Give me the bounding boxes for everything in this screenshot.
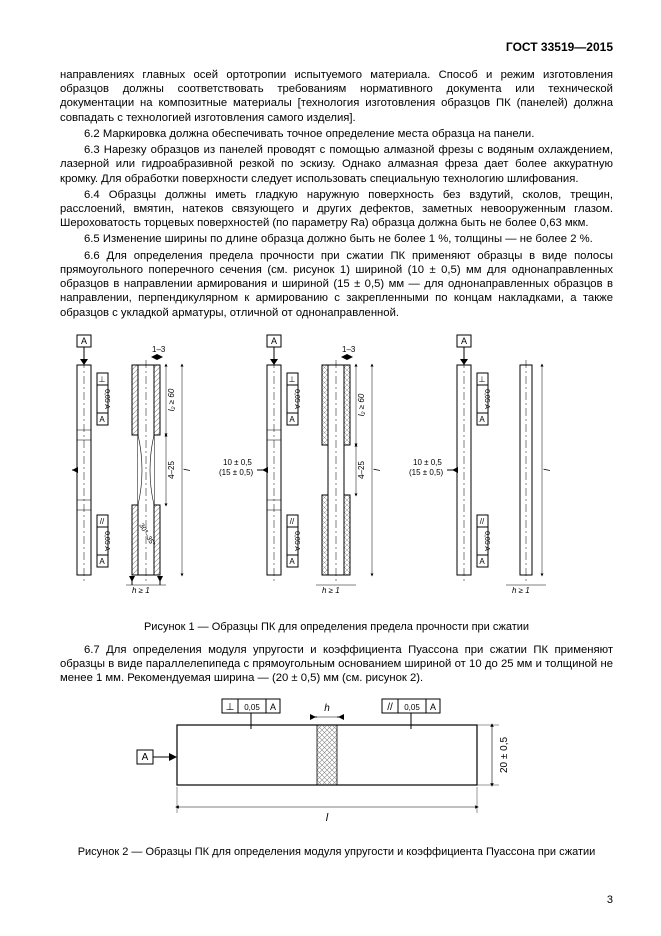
svg-text:1–3: 1–3 [342, 345, 356, 354]
svg-text:l₂ ≥ 60: l₂ ≥ 60 [357, 393, 366, 416]
svg-text:l: l [325, 812, 328, 824]
svg-text:h ≥ 1: h ≥ 1 [322, 586, 340, 595]
figure-2-caption: Рисунок 2 — Образцы ПК для определения м… [60, 846, 613, 858]
svg-text://: // [387, 702, 393, 713]
svg-text:0,05 A: 0,05 A [483, 531, 490, 551]
svg-text://: // [479, 517, 484, 526]
svg-text:h ≥ 1: h ≥ 1 [512, 586, 530, 595]
svg-text:4–25: 4–25 [357, 460, 366, 478]
svg-text:0,05: 0,05 [404, 703, 420, 712]
svg-text:20 ± 0,5: 20 ± 0,5 [499, 737, 510, 774]
svg-text:l: l [182, 468, 192, 471]
svg-text:0,05 A: 0,05 A [103, 389, 110, 409]
svg-text:h: h [324, 703, 330, 714]
svg-text:A: A [99, 557, 105, 566]
svg-text:⊥: ⊥ [478, 375, 485, 384]
svg-text://: // [289, 517, 294, 526]
svg-text:A: A [289, 557, 295, 566]
svg-text:⊥: ⊥ [288, 375, 295, 384]
svg-text:1–3: 1–3 [152, 345, 166, 354]
para-6-6: 6.6 Для определения предела прочности пр… [60, 249, 613, 320]
svg-text:A: A [269, 702, 275, 712]
svg-text:A: A [479, 415, 485, 424]
para-6-3: 6.3 Нарезку образцов из панелей проводят… [60, 143, 613, 186]
svg-text:0,05 A: 0,05 A [293, 389, 300, 409]
para-6-5: 6.5 Изменение ширины по длине образца до… [60, 232, 613, 246]
doc-header: ГОСТ 33519—2015 [60, 40, 613, 54]
svg-text:A: A [270, 336, 276, 346]
figure-2: A h ⊥ 0,05 A [60, 695, 613, 838]
para-6-7: 6.7 Для определения модуля упругости и к… [60, 643, 613, 686]
svg-text:A: A [460, 336, 466, 346]
svg-text:l: l [372, 468, 382, 471]
svg-text:l: l [542, 468, 552, 471]
figure-1-caption: Рисунок 1 — Образцы ПК для определения п… [60, 621, 613, 633]
svg-text:A: A [289, 415, 295, 424]
svg-text:l₂ ≥ 60: l₂ ≥ 60 [167, 388, 176, 411]
figure-1: A ⊥ 0,05 A A [60, 330, 613, 613]
svg-text:A: A [429, 702, 435, 712]
para-6-4: 6.4 Образцы должны иметь гладкую наружну… [60, 188, 613, 231]
svg-text:A: A [99, 415, 105, 424]
svg-text:A: A [141, 752, 148, 763]
para-6-2: 6.2 Маркировка должна обеспечивать точно… [60, 127, 613, 141]
svg-text:⊥: ⊥ [98, 375, 105, 384]
para-lead: направлениях главных осей ортотропии исп… [60, 68, 613, 125]
svg-text:A: A [80, 336, 86, 346]
svg-text:A: A [479, 557, 485, 566]
svg-text:10 ± 0,5(15 ± 0,5): 10 ± 0,5(15 ± 0,5) [409, 458, 444, 477]
svg-text:4–25: 4–25 [167, 460, 176, 478]
svg-text:0,05 A: 0,05 A [103, 531, 110, 551]
svg-text:0,05 A: 0,05 A [483, 389, 490, 409]
svg-text:⊥: ⊥ [225, 702, 234, 713]
svg-text:10 ± 0,5(15 ± 0,5): 10 ± 0,5(15 ± 0,5) [219, 458, 254, 477]
svg-text:h ≥ 1: h ≥ 1 [132, 586, 150, 595]
svg-text://: // [99, 517, 104, 526]
svg-text:0,05: 0,05 [244, 703, 260, 712]
page-number: 3 [607, 894, 613, 906]
svg-text:0,05 A: 0,05 A [293, 531, 300, 551]
